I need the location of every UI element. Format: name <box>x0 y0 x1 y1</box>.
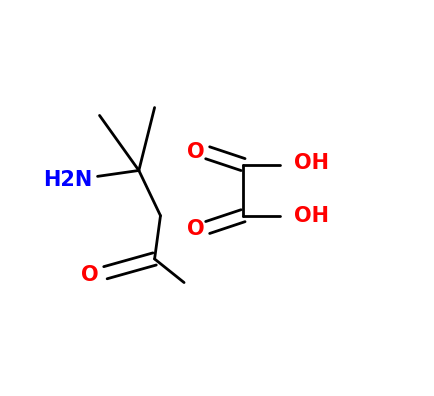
Text: O: O <box>187 219 204 239</box>
Text: OH: OH <box>293 206 329 226</box>
Text: OH: OH <box>293 153 329 173</box>
Text: O: O <box>187 142 204 162</box>
Text: O: O <box>81 265 98 285</box>
Text: H2N: H2N <box>43 170 92 190</box>
